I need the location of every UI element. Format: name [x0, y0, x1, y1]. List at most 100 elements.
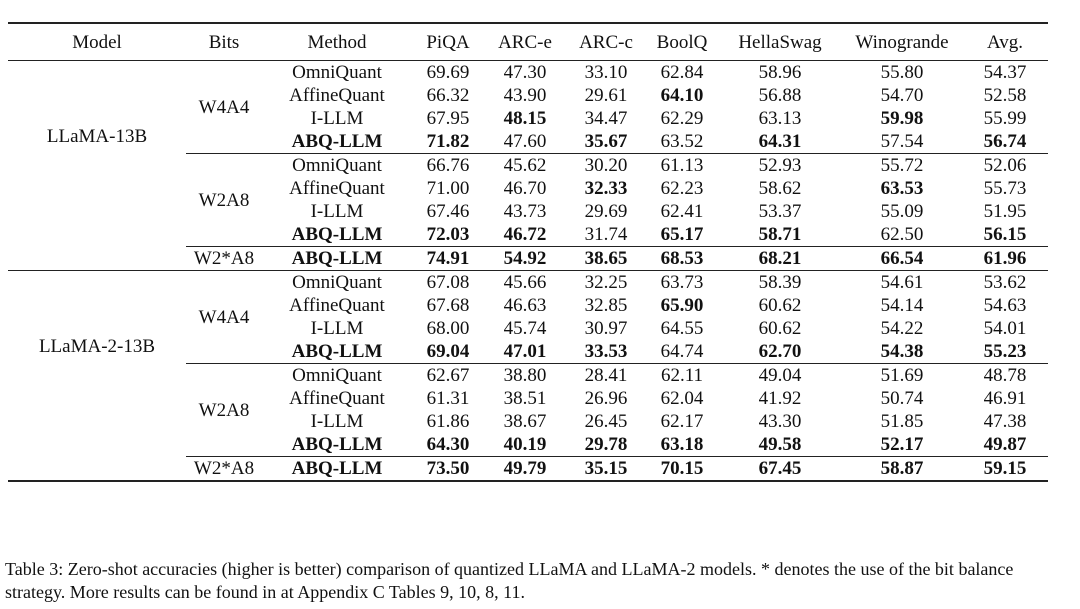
- score-cell: 30.20: [584, 155, 628, 176]
- score-cell: 61.96: [962, 246, 1048, 271]
- score-cell: 48.15: [503, 108, 547, 129]
- method-name: AffineQuant: [289, 85, 385, 106]
- score-cell: 29.78: [566, 433, 646, 457]
- score-cell: 62.41: [660, 201, 704, 222]
- score-cell: 52.93: [758, 155, 802, 176]
- score-cell: 69.69: [426, 62, 470, 83]
- score-cell: 52.58: [983, 85, 1027, 106]
- table-row: ABQ-LLM 72.03 46.72 31.74 65.17 58.71 62.50 56.…: [8, 223, 1048, 247]
- score-cell: 51.69: [880, 365, 924, 386]
- score-cell: 35.15: [566, 456, 646, 482]
- table-row: I-LLM 61.86 38.67 26.45 62.17 43.30 51.85 47.38: [8, 410, 1048, 433]
- score-cell: 54.70: [880, 85, 924, 106]
- score-cell: 67.08: [426, 272, 470, 293]
- score-cell: 57.54: [842, 130, 962, 154]
- score-cell: 53.62: [983, 272, 1027, 293]
- score-cell: 46.70: [503, 178, 547, 199]
- score-cell: 58.71: [718, 223, 842, 247]
- table-row: LLaMA-2-13B W4A4 OmniQuant 67.08 45.66 32.25 6…: [8, 270, 1048, 482]
- score-cell: 48.78: [983, 365, 1027, 386]
- score-cell: 54.14: [880, 295, 924, 316]
- score-cell: 64.31: [718, 130, 842, 154]
- score-cell: 63.52: [646, 130, 718, 154]
- score-cell: 46.72: [484, 223, 566, 247]
- table-caption: Table 3: Zero-shot accuracies (higher is…: [5, 559, 1014, 602]
- score-cell: 62.70: [718, 340, 842, 364]
- score-cell: 49.58: [718, 433, 842, 457]
- score-cell: 66.54: [842, 246, 962, 271]
- col-header-method: Method: [262, 22, 412, 61]
- score-cell: 55.23: [962, 340, 1048, 364]
- score-cell: 62.29: [660, 108, 704, 129]
- score-cell: 58.96: [758, 62, 802, 83]
- score-cell: 67.68: [426, 295, 470, 316]
- score-cell: 32.25: [584, 272, 628, 293]
- score-cell: 29.69: [584, 201, 628, 222]
- table-row: I-LLM 68.00 45.74 30.97 64.55 60.62 54.22 54.01: [8, 317, 1048, 340]
- score-cell: 30.97: [584, 318, 628, 339]
- col-header-model: Model: [8, 22, 186, 61]
- table-row: AffineQuant 71.00 46.70 32.33 62.23 58.62 63.5…: [8, 177, 1048, 200]
- score-cell: 74.91: [412, 246, 484, 271]
- bits-label: W2*A8: [186, 246, 262, 271]
- score-cell: 64.74: [646, 340, 718, 364]
- score-cell: 55.73: [983, 178, 1027, 199]
- method-name: AffineQuant: [289, 178, 385, 199]
- score-cell: 55.80: [880, 62, 924, 83]
- score-cell: 69.04: [412, 340, 484, 364]
- score-cell: 38.80: [503, 365, 547, 386]
- table-row: AffineQuant 66.32 43.90 29.61 64.10 56.88 54.7…: [8, 84, 1048, 107]
- method-name: ABQ-LLM: [262, 456, 412, 482]
- score-cell: 66.76: [426, 155, 470, 176]
- score-cell: 45.66: [503, 272, 547, 293]
- score-cell: 29.61: [584, 85, 628, 106]
- score-cell: 54.92: [484, 246, 566, 271]
- table-row: AffineQuant 61.31 38.51 26.96 62.04 41.92 50.7…: [8, 387, 1048, 410]
- score-cell: 51.85: [880, 411, 924, 432]
- score-cell: 67.95: [426, 108, 470, 129]
- score-cell: 62.50: [842, 223, 962, 247]
- results-body: LLaMA-13B W4A4 OmniQuant 69.69 47.30 33.10 62.…: [8, 60, 1048, 482]
- score-cell: 63.53: [880, 178, 924, 199]
- table-row: W2A8 OmniQuant 62.67 38.80 28.41 62.11 49.04 51…: [8, 363, 1048, 457]
- score-cell: 54.61: [880, 272, 924, 293]
- table-row: ABQ-LLM 71.82 47.60 35.67 63.52 64.31 57.54 56.…: [8, 130, 1048, 154]
- method-name: I-LLM: [310, 411, 364, 432]
- score-cell: 52.06: [983, 155, 1027, 176]
- score-cell: 58.39: [758, 272, 802, 293]
- col-header-boolq: BoolQ: [646, 22, 718, 61]
- table-row: W2*A8 ABQ-LLM 74.91 54.92 38.65 68.53 68.21 66.…: [8, 246, 1048, 271]
- method-name: OmniQuant: [292, 62, 382, 83]
- score-cell: 60.62: [758, 295, 802, 316]
- score-cell: 34.47: [584, 108, 628, 129]
- score-cell: 49.79: [484, 456, 566, 482]
- table-row: ABQ-LLM 69.04 47.01 33.53 64.74 62.70 54.38 55.…: [8, 340, 1048, 364]
- col-header-piqa: PiQA: [412, 22, 484, 61]
- method-name: ABQ-LLM: [262, 223, 412, 247]
- score-cell: 65.90: [660, 295, 704, 316]
- table-row: AffineQuant 67.68 46.63 32.85 65.90 60.62 54.1…: [8, 294, 1048, 317]
- score-cell: 61.86: [426, 411, 470, 432]
- score-cell: 70.15: [646, 456, 718, 482]
- method-name: I-LLM: [310, 318, 364, 339]
- method-name: OmniQuant: [292, 365, 382, 386]
- score-cell: 54.38: [842, 340, 962, 364]
- score-cell: 38.67: [503, 411, 547, 432]
- score-cell: 54.01: [983, 318, 1027, 339]
- method-name: I-LLM: [310, 108, 364, 129]
- score-cell: 56.15: [962, 223, 1048, 247]
- score-cell: 64.30: [412, 433, 484, 457]
- score-cell: 47.30: [503, 62, 547, 83]
- score-cell: 43.90: [503, 85, 547, 106]
- score-cell: 62.11: [660, 365, 704, 386]
- score-cell: 67.45: [718, 456, 842, 482]
- score-cell: 54.37: [983, 62, 1027, 83]
- table-row: ABQ-LLM 64.30 40.19 29.78 63.18 49.58 52.17 49.…: [8, 433, 1048, 457]
- table-row: W2A8 OmniQuant 66.76 45.62 30.20 61.13 52.93 55…: [8, 153, 1048, 247]
- score-cell: 43.73: [503, 201, 547, 222]
- score-cell: 60.62: [758, 318, 802, 339]
- score-cell: 52.17: [842, 433, 962, 457]
- score-cell: 58.62: [758, 178, 802, 199]
- model-name: LLaMA-2-13B: [8, 270, 186, 482]
- score-cell: 35.67: [566, 130, 646, 154]
